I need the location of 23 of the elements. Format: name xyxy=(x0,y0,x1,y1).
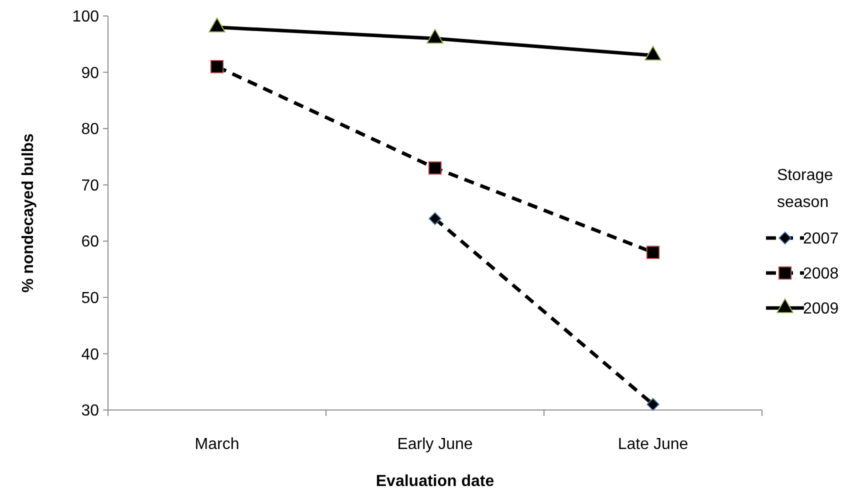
legend-label: 2007 xyxy=(803,230,839,248)
y-tick-label: 40 xyxy=(81,346,100,364)
point xyxy=(208,18,226,32)
x-tick-label: Early June xyxy=(397,436,473,453)
y-axis-title: % nondecayed bulbs xyxy=(20,133,37,293)
x-axis-title: Evaluation date xyxy=(376,473,494,490)
y-tick-label: 30 xyxy=(81,402,100,420)
point xyxy=(428,212,442,226)
point xyxy=(646,246,660,260)
y-tick-label: 100 xyxy=(72,8,100,26)
point xyxy=(644,46,662,60)
y-tick-label: 80 xyxy=(81,121,100,138)
x-tick-label: March xyxy=(194,436,240,453)
point xyxy=(426,28,444,44)
legend-label: 2008 xyxy=(803,266,839,283)
legend-title: Storage season xyxy=(777,167,834,211)
x-tick-label: Late June xyxy=(618,436,688,453)
point xyxy=(428,161,442,175)
legend-label: 2009 xyxy=(803,300,839,318)
y-tick-label: 70 xyxy=(81,177,100,194)
y-tick-label: 60 xyxy=(81,234,100,251)
y-tick-label: 50 xyxy=(81,290,100,308)
y-tick-label: 90 xyxy=(81,64,100,82)
